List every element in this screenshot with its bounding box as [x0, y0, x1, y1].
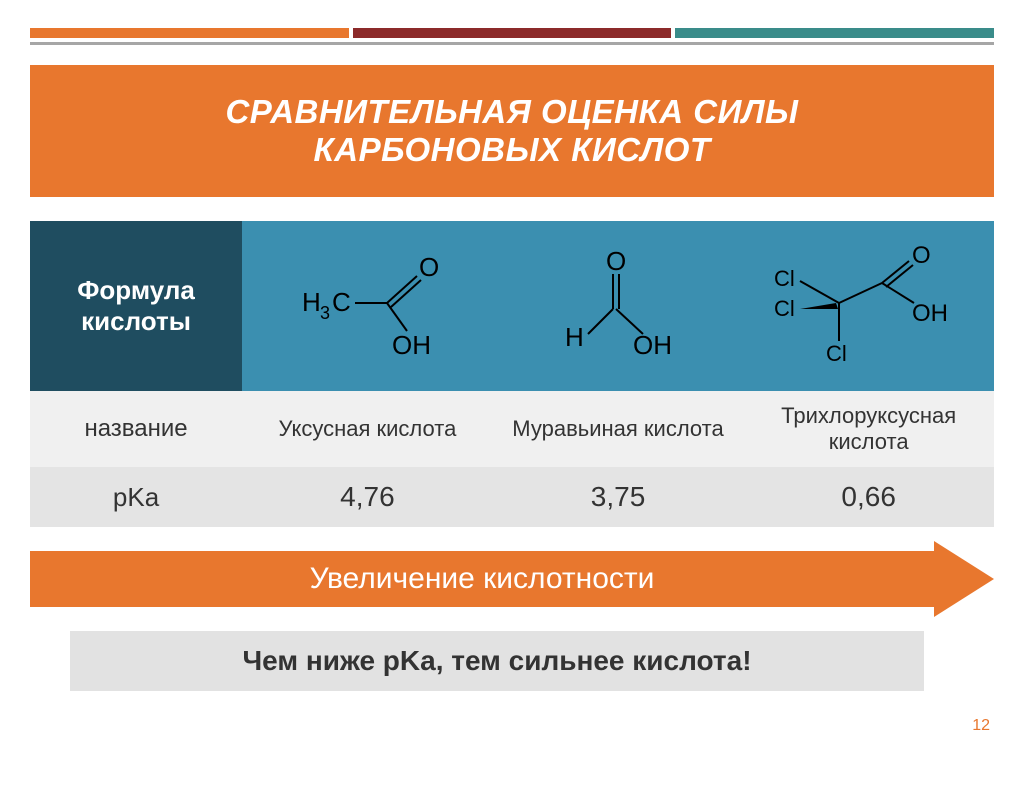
accent-bar-2 — [353, 28, 672, 38]
pka-formic: 3,75 — [493, 467, 744, 527]
slide-title: СРАВНИТЕЛЬНАЯ ОЦЕНКА СИЛЫ КАРБОНОВЫХ КИС… — [30, 65, 994, 197]
svg-text:Cl: Cl — [774, 296, 795, 321]
svg-text:H: H — [565, 322, 584, 352]
acidity-arrow: Увеличение кислотности — [30, 541, 994, 613]
svg-text:O: O — [912, 242, 931, 269]
formula-acetic: H 3 C O OH — [242, 221, 493, 391]
name-formic: Муравьиная кислота — [493, 391, 744, 467]
name-trichloro: Трихлоруксусная кислота — [743, 391, 994, 467]
pka-acetic: 4,76 — [242, 467, 493, 527]
accent-bar-3 — [675, 28, 994, 38]
accent-bar-1 — [30, 28, 349, 38]
arrow-label: Увеличение кислотности — [30, 551, 934, 607]
top-divider — [30, 42, 994, 45]
svg-text:OH: OH — [633, 330, 672, 360]
svg-text:Cl: Cl — [826, 341, 847, 366]
arrow-head-icon — [934, 541, 994, 617]
svg-text:O: O — [606, 246, 626, 276]
page-number: 12 — [972, 717, 990, 735]
svg-text:OH: OH — [392, 330, 431, 360]
name-label: название — [30, 391, 242, 467]
svg-text:OH: OH — [912, 300, 948, 327]
comparison-table: Формула кислоты H 3 C O OH H O — [30, 221, 994, 527]
svg-text:Cl: Cl — [774, 266, 795, 291]
pka-label: pKa — [30, 467, 242, 527]
conclusion-box: Чем ниже pKa, тем сильнее кислота! — [70, 631, 924, 691]
formula-trichloro: Cl Cl Cl O OH — [743, 221, 994, 391]
svg-text:O: O — [419, 252, 439, 282]
formula-formic: H O OH — [493, 221, 744, 391]
formula-header: Формула кислоты — [30, 221, 242, 391]
svg-text:3: 3 — [320, 303, 330, 323]
svg-text:H: H — [302, 287, 321, 317]
svg-text:C: C — [332, 287, 351, 317]
pka-trichloro: 0,66 — [743, 467, 994, 527]
name-acetic: Уксусная кислота — [242, 391, 493, 467]
